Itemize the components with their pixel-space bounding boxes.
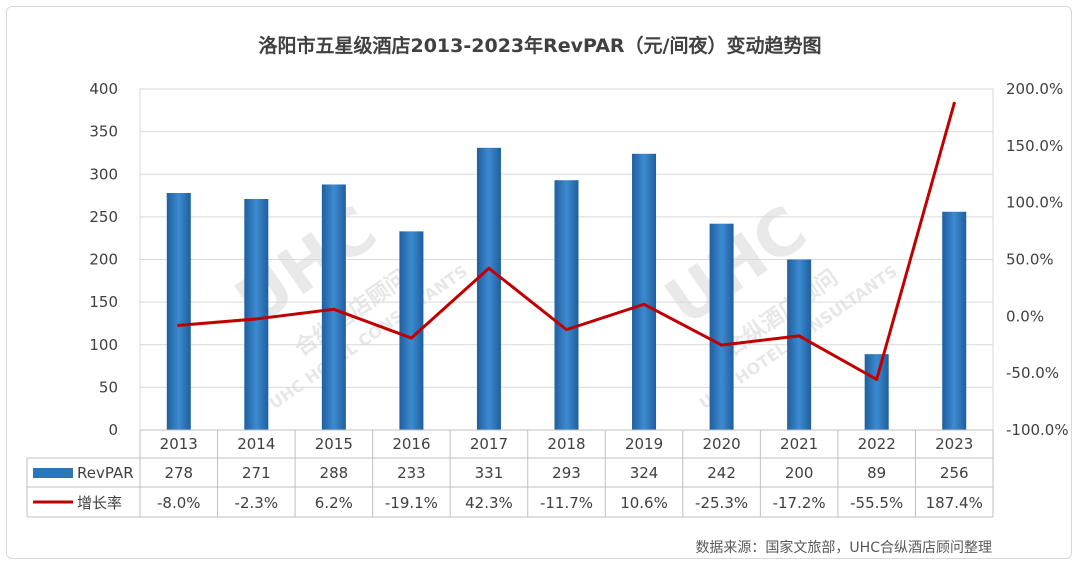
revpar-value: 324 [630,464,659,482]
growth-value: 42.3% [465,494,513,512]
revpar-value: 278 [164,464,193,482]
left-tick-label: 50 [99,378,118,396]
revpar-value: 233 [397,464,426,482]
revpar-value: 242 [707,464,736,482]
chart-title: 洛阳市五星级酒店2013-2023年RevPAR（元/间夜）变动趋势图 [258,34,821,57]
line-point [952,101,956,105]
right-tick-label: 50.0% [1006,251,1054,269]
growth-value: 6.2% [315,494,353,512]
bar [166,193,191,430]
revpar-value: 200 [785,464,814,482]
x-tick-label: 2017 [470,435,508,453]
revpar-value: 293 [552,464,581,482]
growth-value: 187.4% [926,494,983,512]
left-tick-label: 350 [89,123,118,141]
legend-label-revpar: RevPAR [77,464,134,482]
line-series [177,101,956,381]
revpar-value: 271 [242,464,271,482]
x-tick-label: 2019 [625,435,663,453]
line-point [177,323,181,327]
revpar-value: 331 [475,464,504,482]
bar [244,198,269,430]
x-tick-label: 2021 [780,435,818,453]
line-point [720,343,724,347]
line-point [409,336,413,340]
bar [864,354,889,430]
right-tick-label: 100.0% [1006,194,1063,212]
bar-series [166,147,967,431]
chart-frame [6,6,1072,559]
left-tick-label: 100 [89,336,118,354]
x-tick-label: 2014 [237,435,275,453]
growth-value: -11.7% [540,494,593,512]
bar [476,147,501,430]
x-tick-label: 2018 [547,435,585,453]
bar [321,184,346,430]
growth-value: -25.3% [695,494,748,512]
x-tick-label: 2023 [935,435,973,453]
right-tick-label: 150.0% [1006,137,1063,155]
x-tick-label: 2022 [858,435,896,453]
growth-value: -8.0% [157,494,201,512]
line-point [875,377,879,381]
right-tick-label: -50.0% [1006,364,1059,382]
left-tick-label: 150 [89,293,118,311]
growth-value: -2.3% [235,494,279,512]
right-tick-label: 0.0% [1006,307,1044,325]
line-point [254,317,258,321]
x-tick-label: 2020 [702,435,740,453]
right-y-axis: -100.0% -50.0% 0.0% 50.0% 100.0% 150.0% 200.0% [1006,80,1069,439]
revpar-value: 89 [867,464,886,482]
x-tick-label: 2016 [392,435,430,453]
left-tick-label: 300 [89,165,118,183]
line-point [487,266,491,270]
growth-value: -17.2% [773,494,826,512]
revpar-value: 288 [320,464,349,482]
left-tick-label: 0 [108,421,118,439]
left-tick-label: 200 [89,251,118,269]
growth-value: -55.5% [850,494,903,512]
revpar-value: 256 [940,464,969,482]
growth-value: 10.6% [620,494,668,512]
bar [942,211,967,430]
left-y-axis: 0 50 100 150 200 250 300 350 400 [89,80,118,439]
left-tick-label: 250 [89,208,118,226]
bar [554,180,579,430]
legend-label-growth: 增长率 [77,494,122,512]
line-point [565,328,568,332]
bar [709,223,734,430]
data-table: 2013 2014 2015 2016 2017 2018 2019 2020 2021 2022… [26,429,994,518]
right-tick-label: 200.0% [1006,80,1063,98]
x-tick-label: 2013 [160,435,198,453]
left-tick-label: 400 [89,80,118,98]
growth-value: -19.1% [385,494,438,512]
source-note: 数据来源：国家文旅部，UHC合纵酒店顾问整理 [695,539,992,556]
bar [787,259,812,430]
right-tick-label: -100.0% [1006,421,1069,439]
bar [632,153,657,431]
line-point [797,334,801,338]
line-point [642,302,646,306]
line-point [332,307,336,311]
x-tick-label: 2015 [315,435,353,453]
legend-key-bar [33,468,73,478]
